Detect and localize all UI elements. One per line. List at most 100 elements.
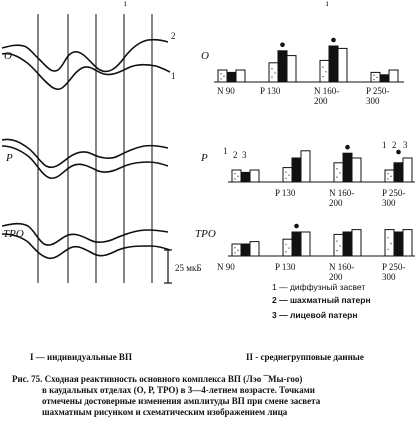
cat-label-row1-p130: P 130 [260,86,281,96]
tpo-row-curves [1,222,171,260]
bar-p-2-series-3 [351,157,362,183]
bar-texture-dot [285,243,287,246]
scale-label: 25 мкБ [175,263,202,273]
bar-o-0-series-3 [235,69,246,83]
bar-tpo-3-series-3 [402,229,413,257]
legend-item-2: 2 — шахматный патерн [272,295,371,305]
row-label-o: O [4,50,12,62]
ep-curves-figure [1,14,172,284]
bar-texture-dot [288,174,290,176]
bar-p-0-series-1 [231,169,242,183]
cat-label-row3-p130: P 130 [275,262,296,272]
significance-dot [294,223,299,229]
bar-p-1-series-3 [300,150,311,183]
bar-tpo-2-series-2 [342,231,353,257]
bar-texture-dot [387,237,389,239]
bar-tpo-2-series-3 [351,229,362,257]
bar-texture-dot [373,74,375,77]
bar-p-3-series-1 [384,169,395,183]
row-label-tpo: TPO [3,228,24,240]
bar-tpo-0-series-2 [240,243,251,257]
bar-p-1-series-1 [282,167,293,183]
bar-texture-dot [339,172,341,174]
bar-o-1-series-3 [286,55,297,83]
bar-texture-dot [339,245,341,247]
bar-texture-dot [376,76,378,79]
bar-o-2-series-1 [319,59,330,83]
bar-texture-dot [387,178,389,180]
bar-texture-dot [285,171,287,173]
bar-p-2-series-2 [342,152,353,183]
curve-label-1: 1 [171,71,176,81]
bar-o-0-series-1 [217,69,228,83]
bar-texture-dot [387,173,389,175]
bar-texture-dot [220,78,222,80]
bar-tpo-3-series-2 [393,231,404,257]
series-number-3: 3 [242,150,247,160]
bar-texture-dot [387,248,389,251]
bar-row-label-tpo: TPO [195,228,216,240]
bar-texture-dot [325,71,327,73]
bar-p-3-series-2 [393,162,404,183]
cat-label-row2-p130: P 130 [275,188,296,198]
bar-texture-dot [322,66,324,68]
cat-label-row2-n160: N 160- 200 [329,188,355,208]
cat-label-row3-n160: N 160- 200 [329,262,355,282]
bar-row-label-o: O [201,50,209,62]
series-number-2: 2 [233,150,238,160]
panel-ii-top-marker: ı [326,0,329,8]
bar-texture-dot [390,175,392,178]
bar-texture-dot [237,249,239,252]
o-row-curves [1,38,171,91]
bar-texture-dot [271,76,273,78]
cat-label-row2-p250: P 250- 300 [382,188,406,208]
bar-o-3-series-1 [370,71,381,83]
cat-label-row1-n90: N 90 [217,86,235,96]
row-label-p: P [6,152,13,164]
significance-dot [396,149,401,155]
bar-tpo-0-series-3 [249,241,260,257]
series-number-2b: 2 [392,140,397,150]
series-number-1b: 1 [382,140,387,150]
curve-label-2: 2 [171,31,176,41]
caption-line-1: Рис. 75. Сходная реактивность основного … [12,374,303,384]
bar-p-0-series-3 [249,169,260,183]
bar-texture-dot [234,247,236,249]
bar-o-3-series-2 [379,74,390,83]
amplitude-scale-bar [164,249,172,284]
legend-item-1: 1 — диффузный засвет [272,282,366,292]
group-bar-charts [214,37,415,257]
bar-tpo-2-series-1 [333,233,344,257]
bar-tpo-1-series-3 [300,231,311,257]
bar-texture-dot [274,72,276,74]
panel-i-top-marker: ı [124,0,127,8]
bar-o-2-series-2 [328,45,339,83]
panel-i-title: I — индивидуальные ВП [30,352,132,362]
bar-texture-dot [285,177,287,180]
p-row-curves [1,138,169,180]
bar-o-3-series-3 [388,69,399,83]
bar-texture-dot [336,176,338,178]
bar-texture-dot [322,75,324,78]
significance-dot [280,42,285,48]
bar-texture-dot [336,240,338,242]
panel-ii-title: II - среднегрупповые данные [246,352,364,362]
bar-texture-dot [237,175,239,178]
bar-texture-dot [234,173,236,175]
bar-texture-dot [223,75,225,78]
bar-tpo-1-series-1 [282,238,293,257]
caption-line-2: в каудальных отделах (О, Р, ТРО) в 3—4-л… [42,385,315,395]
bar-texture-dot [336,249,338,252]
cat-label-row3-p250: P 250- 300 [382,262,406,282]
significance-dot [345,144,350,150]
bar-texture-dot [336,168,338,170]
caption-line-3: отмечены достоверные изменения амплитуды… [42,396,321,406]
bar-p-1-series-2 [291,157,302,183]
bar-o-1-series-2 [277,50,288,83]
series-number-3b: 3 [403,140,408,150]
cat-label-row3-n90: N 90 [217,262,235,272]
cat-label-row1-p250: P 250- 300 [366,86,390,106]
series-number-1: 1 [223,146,228,156]
bar-p-3-series-3 [402,157,413,183]
caption-line-4: шахматным рисунком и схематическим изобр… [42,407,288,417]
